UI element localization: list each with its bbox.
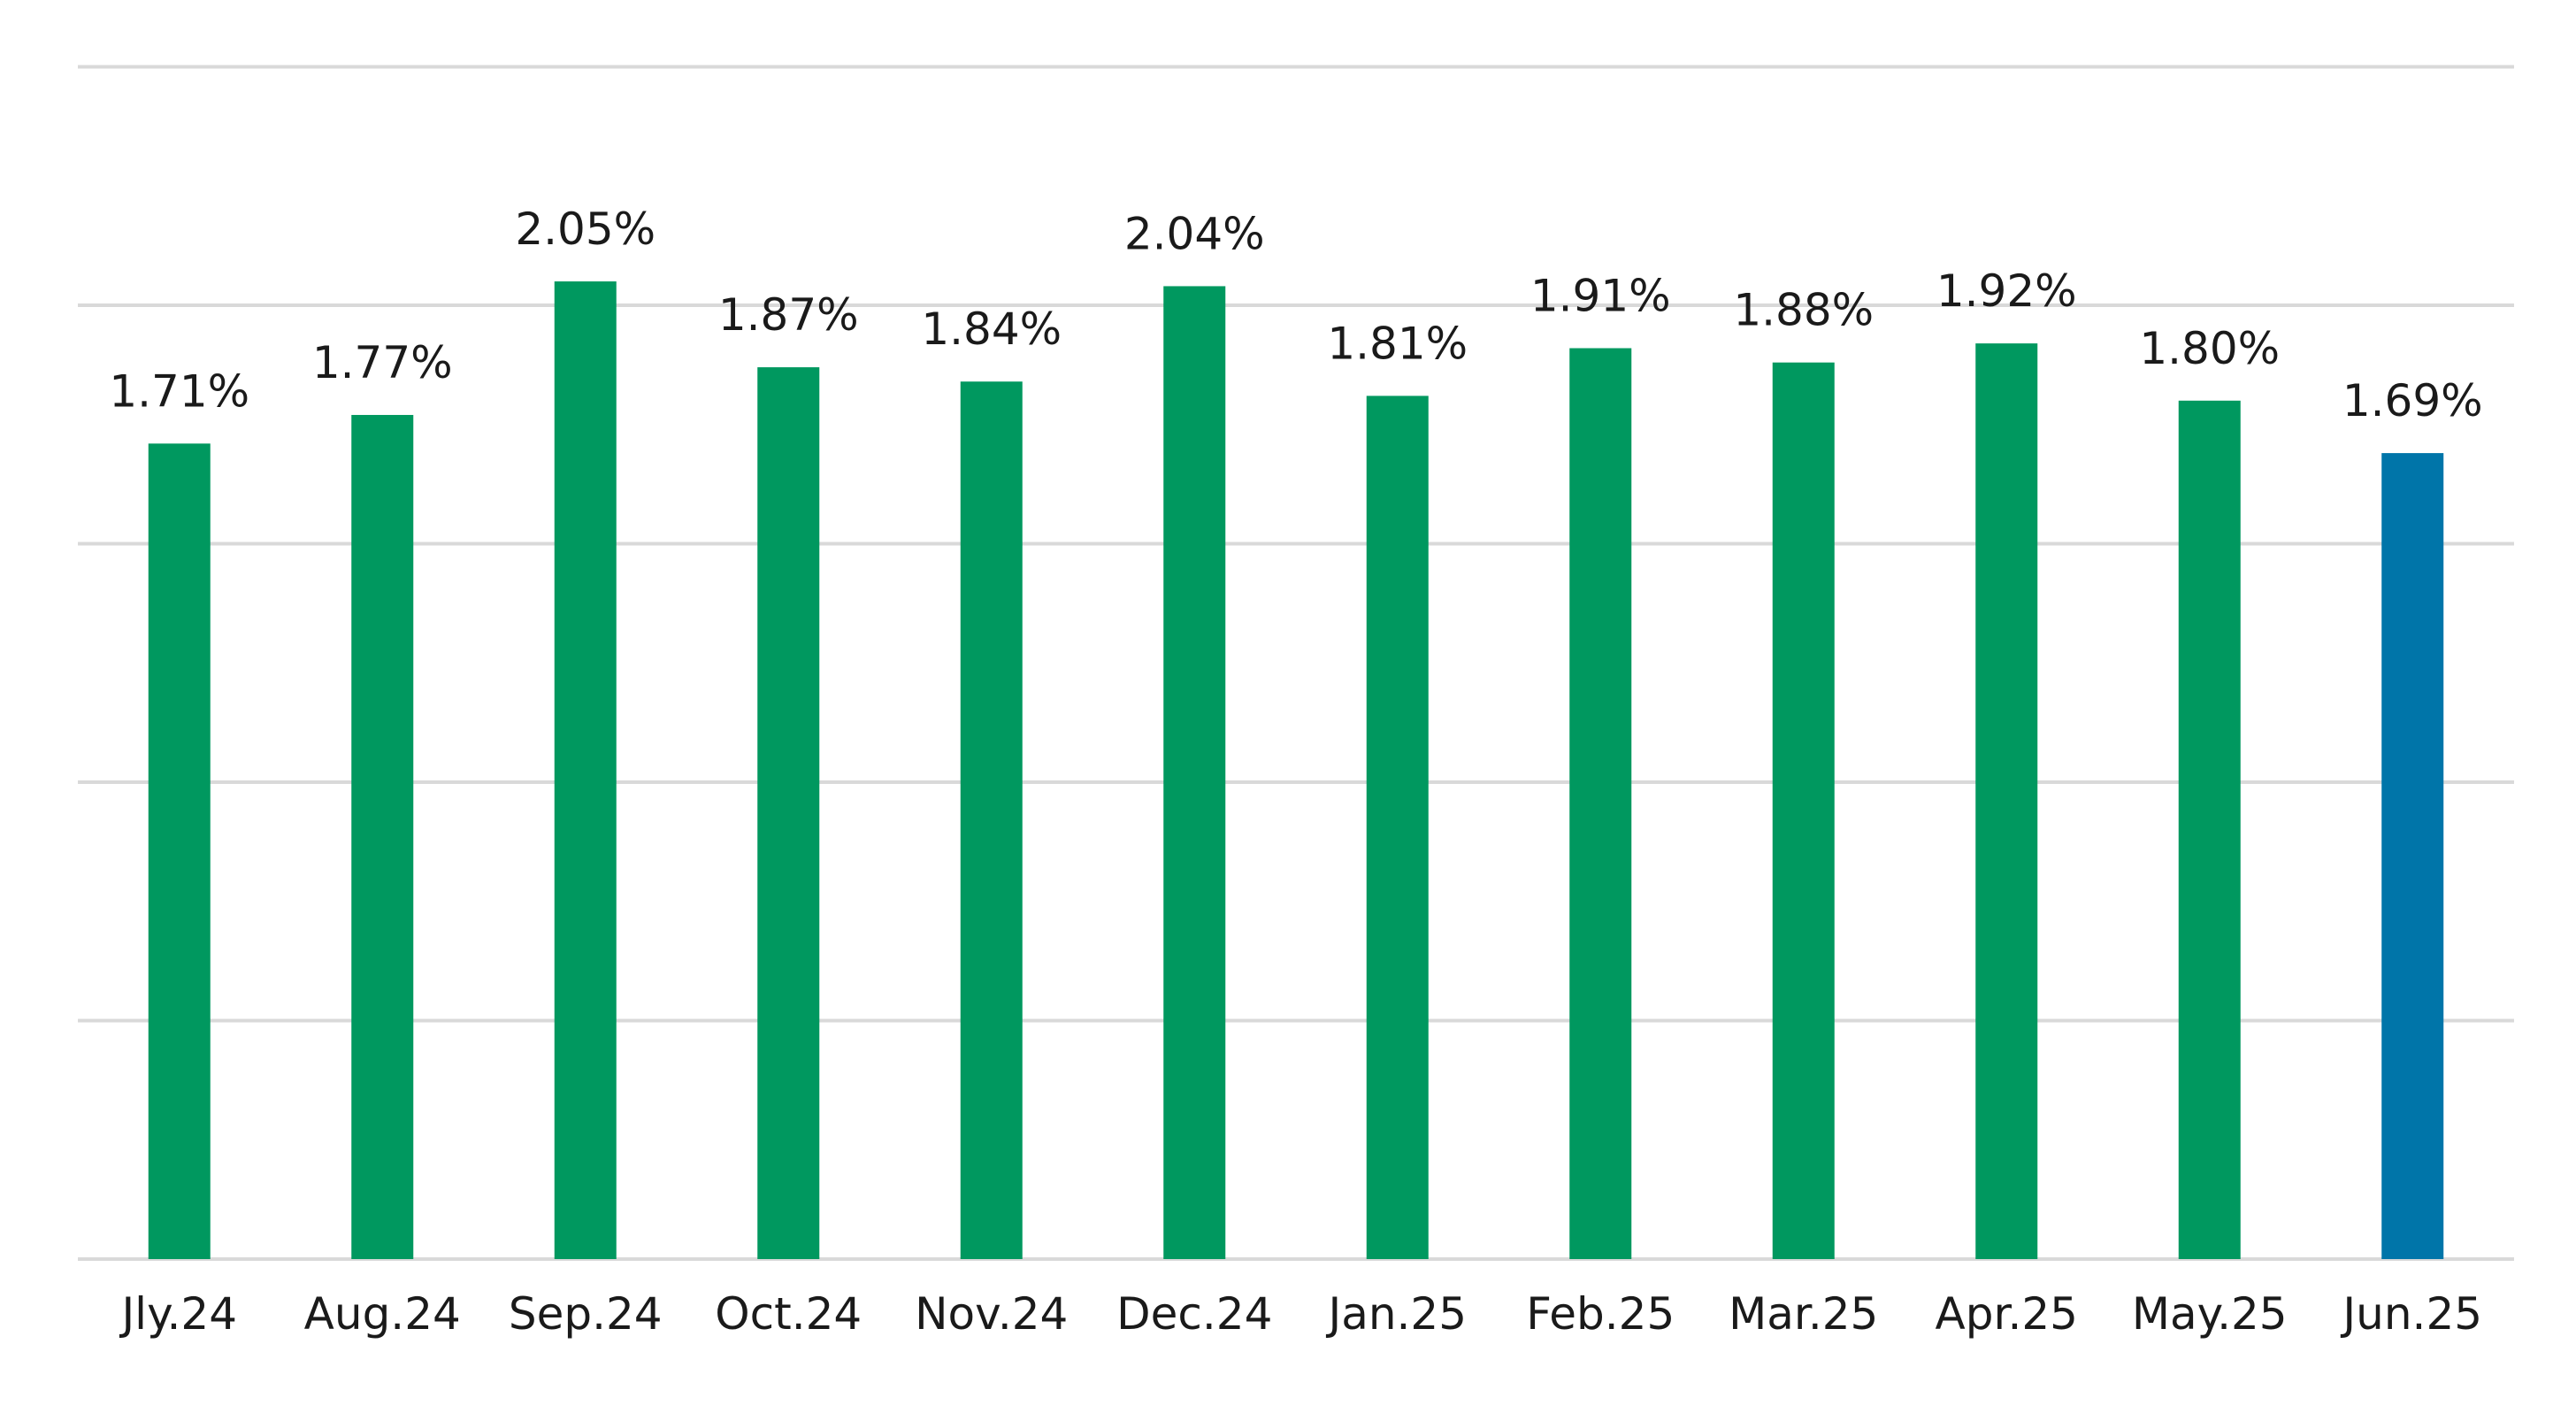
data-label: 1.69% <box>2342 375 2483 426</box>
bar-feb-25 <box>1569 348 1632 1259</box>
bar-sep-24 <box>554 281 617 1259</box>
data-label: 2.05% <box>515 204 656 255</box>
data-label: 2.04% <box>1124 208 1265 259</box>
data-label: 1.91% <box>1530 271 1671 322</box>
bar-oct-24 <box>757 367 820 1259</box>
bar-jun-25 <box>2381 453 2444 1259</box>
data-label: 1.84% <box>921 303 1062 355</box>
data-label: 1.80% <box>2139 323 2280 374</box>
bar-jly-24 <box>148 443 211 1259</box>
x-tick-label: Apr.25 <box>1936 1288 2078 1340</box>
x-tick-label: Jun.25 <box>2340 1288 2482 1340</box>
bar-may-25 <box>2178 400 2241 1259</box>
gridlines <box>78 65 2514 1261</box>
data-label: 1.88% <box>1733 285 1874 336</box>
data-labels: 1.71% 1.77% 2.05% 1.87% 1.84% 2.04% 1.81% 1.91%… <box>109 204 2482 426</box>
bar-dec-24 <box>1163 286 1226 1260</box>
data-label: 1.92% <box>1936 265 2077 317</box>
x-axis-tick-labels: Jly.24 Aug.24 Sep.24 Oct.24 Nov.24 Dec.24 Jan.… <box>119 1288 2482 1340</box>
x-tick-label: Dec.24 <box>1116 1288 1272 1340</box>
bar-apr-25 <box>1975 343 2038 1259</box>
bars <box>148 281 2444 1260</box>
data-label: 1.71% <box>109 365 249 417</box>
data-label: 1.87% <box>718 289 859 341</box>
bar-jan-25 <box>1366 396 1429 1259</box>
x-tick-label: Jly.24 <box>119 1288 237 1340</box>
x-tick-label: May.25 <box>2132 1288 2288 1340</box>
x-tick-label: Nov.24 <box>915 1288 1068 1340</box>
bar-aug-24 <box>351 414 414 1260</box>
x-tick-label: Mar.25 <box>1729 1288 1878 1340</box>
data-label: 1.81% <box>1327 318 1468 369</box>
x-tick-label: Sep.24 <box>509 1288 663 1340</box>
x-tick-label: Aug.24 <box>304 1288 461 1340</box>
bar-nov-24 <box>960 381 1023 1259</box>
bar-mar-25 <box>1772 362 1835 1259</box>
data-label: 1.77% <box>312 337 453 388</box>
x-tick-label: Feb.25 <box>1526 1288 1675 1340</box>
x-tick-label: Oct.24 <box>715 1288 862 1340</box>
x-tick-label: Jan.25 <box>1325 1288 1467 1340</box>
